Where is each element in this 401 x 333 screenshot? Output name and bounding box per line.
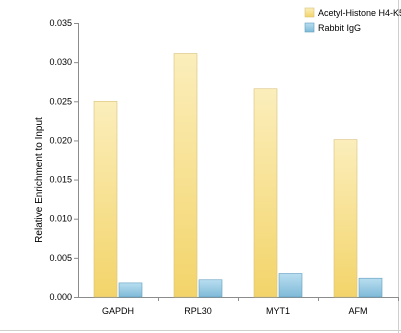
bar-rabbit-igg-myt1 [278, 273, 303, 298]
bar-acetyl-h4k5-afm [333, 139, 358, 298]
y-tick-label: 0.005 [49, 253, 72, 263]
y-tick-label: 0.015 [49, 175, 72, 185]
bar-rabbit-igg-gapdh [118, 282, 143, 298]
y-tick-label: 0.025 [49, 96, 72, 106]
x-category-label: RPL30 [184, 306, 212, 316]
bars [93, 53, 383, 298]
legend-label: Acetyl-Histone H4-K5 [318, 8, 401, 18]
y-ticks: 0.000 0.005 0.010 0.015 0.020 0.025 0.030 0.035 [49, 18, 78, 302]
legend-swatch [304, 7, 315, 18]
bar-acetyl-h4k5-rpl30 [173, 53, 198, 298]
legend-swatch [304, 22, 315, 33]
x-categories: GAPDH RPL30 MYT1 AFM [102, 297, 399, 316]
y-tick-label: 0.030 [49, 57, 72, 67]
x-category-label: MYT1 [266, 306, 290, 316]
legend-label: Rabbit IgG [318, 23, 361, 33]
x-category-label: AFM [349, 306, 368, 316]
y-tick-label: 0.000 [49, 292, 72, 302]
bar-acetyl-h4k5-myt1 [253, 88, 278, 298]
y-tick-label: 0.010 [49, 214, 72, 224]
y-tick-label: 0.035 [49, 18, 72, 28]
bar-rabbit-igg-rpl30 [198, 279, 223, 298]
legend: Acetyl-Histone H4-K5 Rabbit IgG [304, 7, 401, 33]
bar-rabbit-igg-afm [358, 277, 383, 298]
x-category-label: GAPDH [102, 306, 134, 316]
y-axis-label: Relative Enrichment to Input [34, 117, 45, 243]
bar-acetyl-h4k5-gapdh [93, 100, 118, 298]
y-tick-label: 0.020 [49, 135, 72, 145]
